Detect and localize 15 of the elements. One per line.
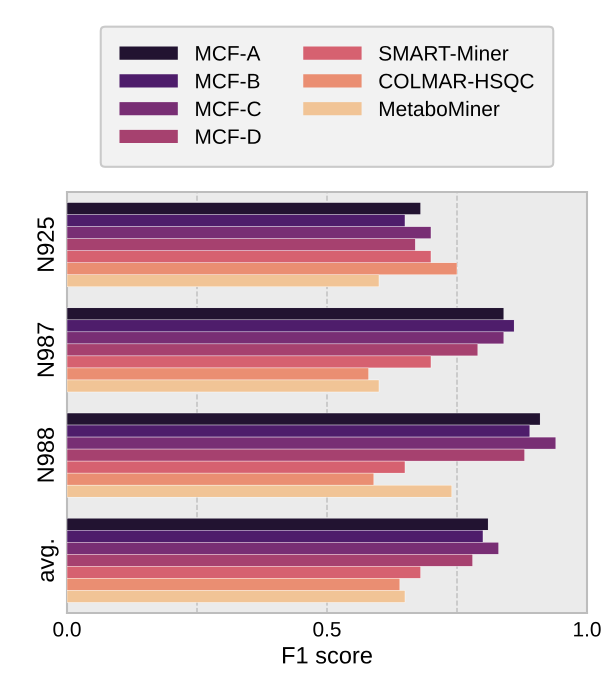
legend-label: COLMAR-HSQC (379, 74, 534, 92)
x-axis-title: F1 score (283, 647, 372, 664)
y-tick-label: N988 (37, 428, 54, 482)
legend-label: MetaboMiner (380, 100, 500, 116)
y-tick-label: N925 (37, 217, 54, 271)
legend-label: MCF-C (196, 101, 261, 116)
y-tick-label: avg. (41, 540, 59, 582)
y-tick-label: N987 (37, 322, 54, 376)
legend-label: SMART-Miner (379, 45, 508, 61)
x-tick-label: 0.0 (53, 622, 81, 637)
legend-label: MCF-D (196, 129, 261, 144)
x-tick-label: 1.0 (574, 622, 601, 637)
x-tick-label: 0.5 (313, 622, 341, 637)
legend-label: MCF-A (196, 46, 260, 61)
legend-label: MCF-B (196, 74, 260, 88)
